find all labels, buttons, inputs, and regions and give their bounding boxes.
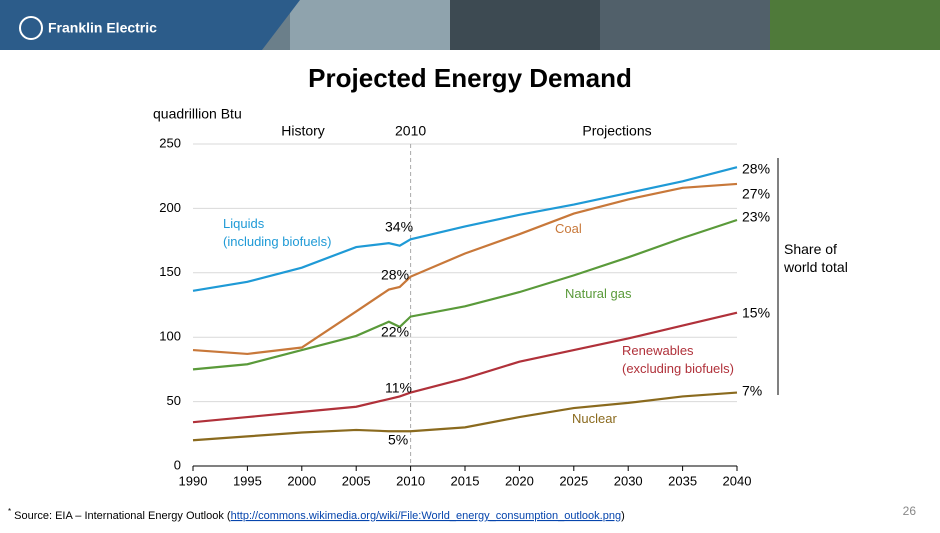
y-tick-label: 250 (159, 135, 181, 150)
series-label: Nuclear (572, 411, 617, 426)
y-tick-label: 150 (159, 264, 181, 279)
page-number: 26 (903, 504, 917, 518)
chart-title: Projected Energy Demand (308, 63, 632, 93)
x-tick-label: 2005 (342, 473, 371, 488)
share-2010: 11% (385, 380, 412, 396)
share-2040: 23% (742, 209, 770, 225)
photo (770, 0, 940, 50)
footnote-text: ) (621, 510, 625, 522)
x-tick-label: 2025 (559, 473, 588, 488)
x-tick-label: 1995 (233, 473, 262, 488)
header-banner: Franklin Electric (0, 0, 940, 50)
series-label: Natural gas (565, 286, 632, 301)
x-tick-label: 1990 (179, 473, 208, 488)
y-axis-label: quadrillion Btu (153, 106, 242, 122)
logo-icon (19, 16, 43, 40)
series-label: Coal (555, 221, 582, 236)
footnote-marker: * (8, 507, 11, 516)
photo (600, 0, 770, 50)
photo (450, 0, 600, 50)
series-line (192, 391, 738, 442)
x-tick-label: 2015 (451, 473, 480, 488)
x-tick-label: 2020 (505, 473, 534, 488)
photo (290, 0, 450, 50)
plot: 0 50 100 150 200 250 1990 1995 2000 2005 2010 2015 2… (159, 123, 770, 489)
logo-band (0, 0, 300, 50)
x-tick-label: 2035 (668, 473, 697, 488)
y-tick-label: 50 (167, 393, 181, 408)
share-2010: 5% (388, 432, 408, 448)
series-label: Liquids (including biofuels) (223, 216, 331, 249)
share-2040: 27% (742, 186, 770, 202)
source-link[interactable]: http://commons.wikimedia.org/wiki/File:W… (231, 510, 621, 522)
x-tick-label: 2000 (287, 473, 316, 488)
series-line (192, 182, 738, 356)
divider-label: 2010 (395, 123, 426, 139)
y-tick-label: 100 (159, 329, 181, 344)
share-label: Share of world total (783, 241, 848, 275)
footnote: * Source: EIA – International Energy Outl… (8, 507, 625, 522)
y-tick-label: 0 (174, 457, 181, 472)
share-2010: 34% (385, 219, 413, 235)
x-tick-label: 2010 (396, 473, 425, 488)
logo-text: Franklin Electric (48, 20, 157, 36)
share-2010: 22% (381, 324, 409, 340)
footnote-text: Source: EIA – International Energy Outlo… (14, 510, 231, 522)
share-2040: 7% (742, 383, 762, 399)
share-2040: 15% (742, 305, 770, 321)
series-label: Renewables (excluding biofuels) (622, 343, 734, 376)
x-tick-label: 2040 (723, 473, 752, 488)
series-line (192, 218, 738, 371)
series-line (192, 166, 738, 292)
share-2040: 28% (742, 161, 770, 177)
period-label: History (281, 123, 325, 139)
share-2010: 28% (381, 267, 409, 283)
period-label: Projections (582, 123, 651, 139)
y-tick-label: 200 (159, 200, 181, 215)
x-tick-label: 2030 (614, 473, 643, 488)
series-line (192, 311, 738, 424)
